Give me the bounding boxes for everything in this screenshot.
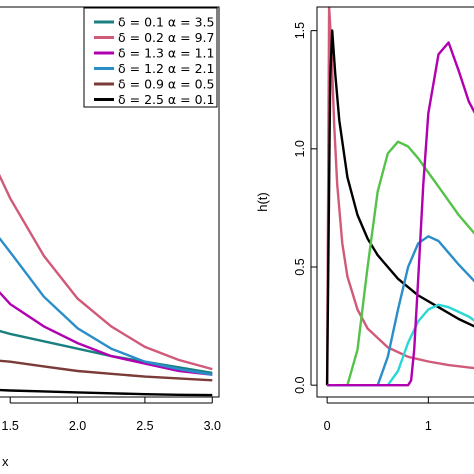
right-series-group: [325, 7, 474, 387]
left-series-line-3: [0, 291, 213, 376]
right-series-line-5: [327, 303, 474, 387]
left-x-tick-label: 1.5: [2, 419, 19, 433]
left-series-line-4: [0, 237, 213, 376]
right-y-tick-label: 1.0: [293, 140, 307, 157]
right-series-line-6: [327, 41, 474, 387]
left-x-tick-label: 2.5: [136, 419, 153, 433]
legend-entry-1: δ = 0.1 α = 3.5: [118, 15, 214, 30]
legend-entry-5: δ = 0.9 α = 0.5: [118, 77, 214, 92]
legend: δ = 0.1 α = 3.5δ = 0.2 α = 9.7δ = 1.3 α …: [83, 7, 218, 108]
left-series-line-6: [0, 388, 213, 397]
left-x-tick-label: 3.0: [204, 419, 221, 433]
left-plot-frame: [0, 6, 220, 398]
left-series-line-2: [0, 173, 213, 371]
right-series-line-1: [325, 7, 474, 386]
legend-box: [83, 7, 218, 108]
right-series-line-4: [327, 235, 474, 387]
right-x-tick-label: 1: [425, 419, 432, 433]
right-x-tick-label: 0: [324, 419, 331, 433]
right-plot-frame: [316, 6, 474, 398]
left-x-tick-label: 2.0: [69, 419, 86, 433]
left-series-line-5: [0, 359, 213, 382]
right-y-tick-label: 1.5: [293, 22, 307, 39]
left-series-line-1: [0, 329, 213, 375]
right-y-tick-label: 0.5: [293, 258, 307, 275]
legend-entry-2: δ = 0.2 α = 9.7: [118, 30, 214, 45]
right-series-line-2: [325, 29, 474, 386]
left-x-axis-label: x: [2, 454, 9, 469]
right-y-tick-label: 0.0: [293, 376, 307, 393]
right-y-axis-label: h(t): [255, 192, 270, 212]
legend-entry-6: δ = 2.5 α = 0.1: [118, 92, 214, 107]
legend-entry-3: δ = 1.3 α = 1.1: [118, 46, 214, 61]
left-panel: 1.5 2.0 2.5 3.0 δ = 0.1 α = 3.5δ = 0.2 α = 9…: [0, 6, 221, 433]
right-series-line-3: [327, 140, 474, 387]
right-panel: 0.0 0.5 1.0 1.5 0 1: [293, 6, 474, 433]
legend-entry-4: δ = 1.2 α = 2.1: [118, 61, 214, 76]
